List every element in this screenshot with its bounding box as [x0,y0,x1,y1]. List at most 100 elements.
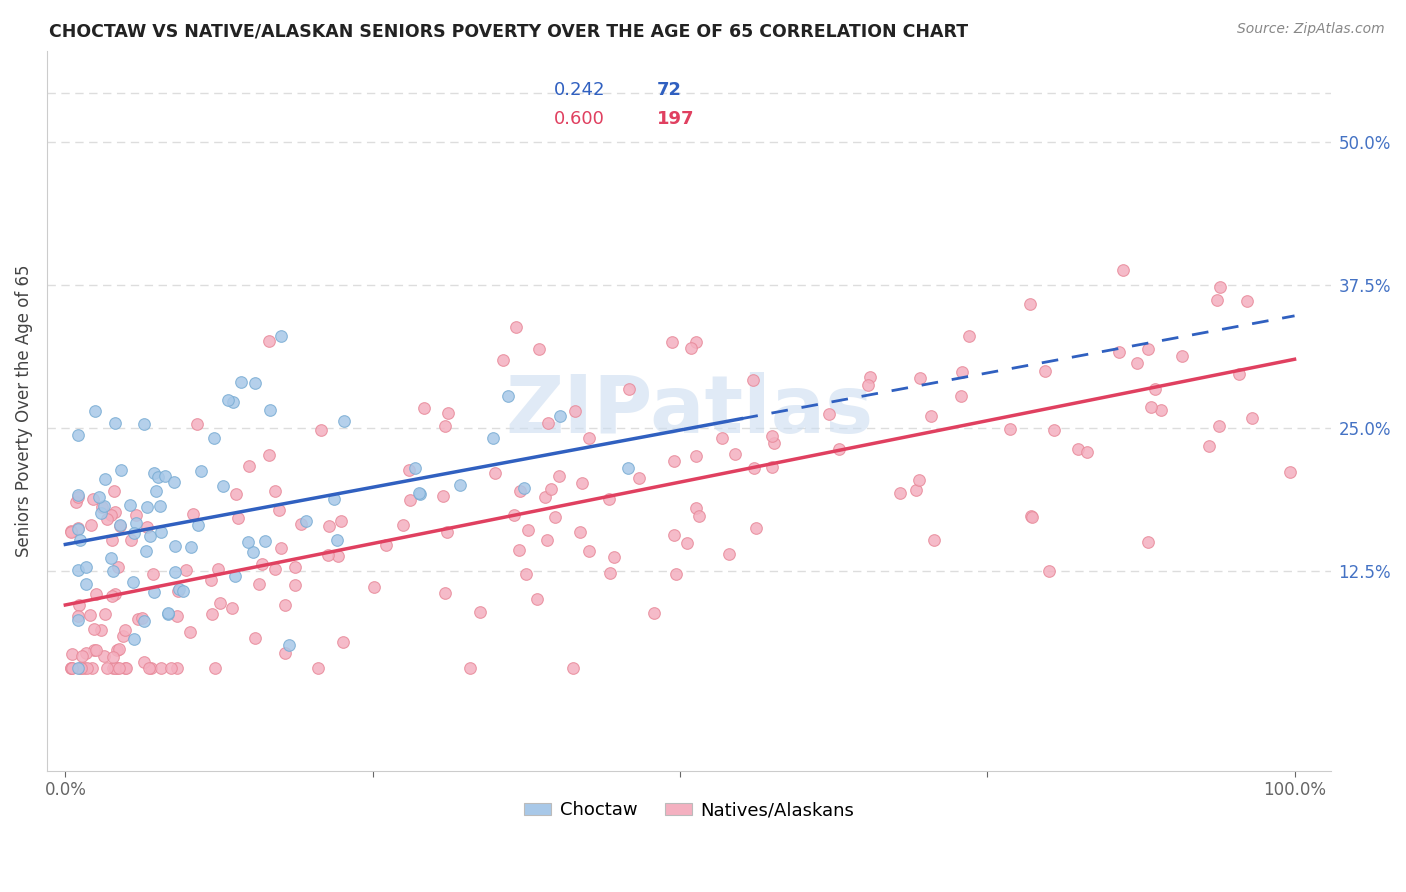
Point [259,403,281,417]
Point [332,414,354,428]
Point [858,377,880,392]
Point [166,609,188,624]
Point [69,533,91,547]
Point [114,623,136,637]
Point [259,448,281,462]
Point [132,656,155,670]
Point [908,473,931,487]
Point [1236,294,1258,309]
Point [242,545,264,559]
Point [139,529,162,543]
Y-axis label: Seniors Poverty Over the Age of 65: Seniors Poverty Over the Age of 65 [15,264,32,557]
Point [90,624,112,638]
Point [1206,293,1229,307]
Point [69,661,91,675]
Point [72,648,94,663]
Point [564,404,586,418]
Point [138,661,160,675]
Point [513,481,536,495]
Point [163,539,186,553]
Point [160,661,183,675]
Point [79,608,101,623]
Point [413,401,436,415]
Point [1144,383,1167,397]
Point [100,551,122,566]
Point [537,417,560,431]
Point [724,447,747,461]
Point [745,521,768,535]
Point [1208,418,1230,433]
Point [73,661,96,675]
Point [120,533,142,548]
Point [761,429,783,443]
Point [90,506,112,520]
Point [257,334,280,349]
Point [201,607,224,621]
Point [628,471,651,485]
Point [949,389,972,403]
Point [329,514,352,528]
Point [1076,444,1098,458]
Point [114,661,136,675]
Point [243,376,266,390]
Point [1241,411,1264,425]
Point [169,582,191,597]
Text: 0.242: 0.242 [554,81,606,99]
Point [392,517,415,532]
Point [534,490,557,504]
Point [817,407,839,421]
Legend: Choctaw, Natives/Alaskans: Choctaw, Natives/Alaskans [516,794,862,827]
Point [859,370,882,384]
Point [661,335,683,350]
Point [142,567,165,582]
Point [434,418,457,433]
Point [1043,423,1066,437]
Point [82,660,104,674]
Point [107,559,129,574]
Point [221,600,243,615]
Point [148,470,170,484]
Point [484,466,506,480]
Point [503,508,526,522]
Point [247,577,270,591]
Point [209,596,232,610]
Point [253,534,276,549]
Point [135,543,157,558]
Point [526,591,548,606]
Point [122,632,145,646]
Point [437,407,460,421]
Point [181,508,204,522]
Point [82,492,104,507]
Point [156,607,179,621]
Point [744,461,766,475]
Point [458,661,481,675]
Point [153,468,176,483]
Text: 197: 197 [657,110,695,128]
Point [143,467,166,481]
Point [685,335,707,350]
Point [207,562,229,576]
Point [571,475,593,490]
Point [204,661,226,675]
Point [145,484,167,499]
Point [284,559,307,574]
Point [118,498,141,512]
Text: 0.600: 0.600 [554,110,605,128]
Point [134,615,156,629]
Point [75,560,97,574]
Point [763,436,786,450]
Point [60,524,83,539]
Point [1136,535,1159,549]
Point [122,525,145,540]
Point [676,536,699,550]
Point [163,565,186,579]
Point [190,464,212,478]
Point [105,661,128,675]
Point [540,483,562,497]
Point [950,365,973,379]
Point [103,483,125,498]
Point [665,567,688,582]
Point [363,580,385,594]
Point [94,472,117,486]
Point [662,454,685,468]
